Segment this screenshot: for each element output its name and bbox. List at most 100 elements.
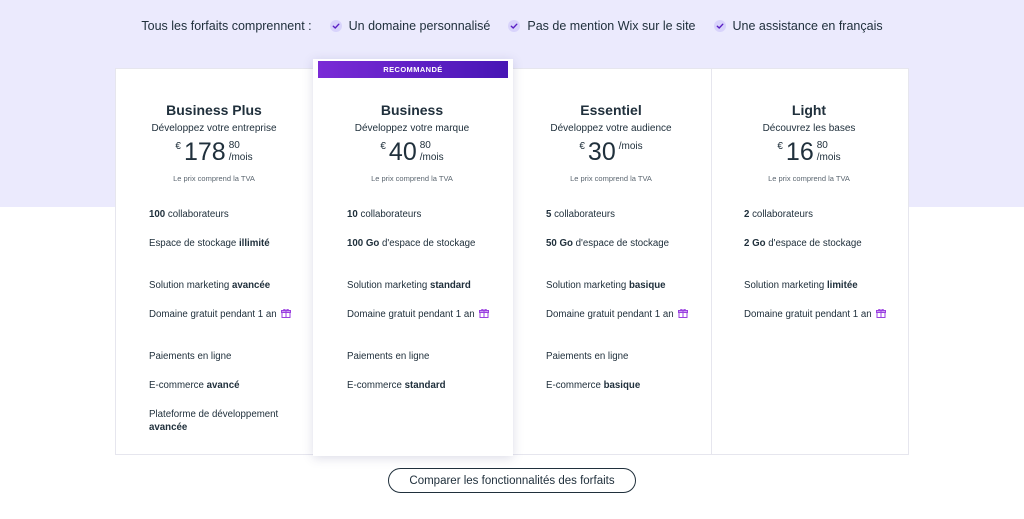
plan-feature-item: 2 Go d'espace de stockage xyxy=(744,237,894,250)
price-currency: € xyxy=(579,141,585,152)
gift-icon xyxy=(280,308,291,318)
price-amount: 16 xyxy=(785,138,814,166)
feature-highlight: avancée xyxy=(231,280,271,291)
price-period: /mois xyxy=(816,152,841,163)
price-amount: 40 xyxy=(388,138,417,166)
price-cents: 80 xyxy=(228,140,240,151)
feature-highlight: avancée xyxy=(149,422,188,433)
plan-feature-item: Domaine gratuit pendant 1 an xyxy=(149,308,299,321)
price-cents: 80 xyxy=(419,140,431,151)
included-feature-label: Un domaine personnalisé xyxy=(348,19,491,33)
plan-name: Business xyxy=(380,102,444,118)
plan-feature-item: Domaine gratuit pendant 1 an xyxy=(347,308,497,321)
feature-highlight: standard xyxy=(404,380,446,391)
plan-feature-item: Solution marketing basique xyxy=(546,279,696,292)
plan-price: €30/mois xyxy=(512,138,710,166)
plan-card-business: Business Développez votre marque €40 80/moi… xyxy=(313,68,511,448)
price-amount: 178 xyxy=(183,138,226,166)
feature-highlight: 10 xyxy=(347,209,358,220)
plan-feature-item: 2 collaborateurs xyxy=(744,208,894,221)
price-period: /mois xyxy=(419,152,444,163)
feature-text: Solution marketing xyxy=(546,280,629,291)
plan-name: Business Plus xyxy=(166,102,262,118)
plan-feature-item: E-commerce avancé xyxy=(149,379,299,392)
feature-highlight: illimité xyxy=(238,238,270,249)
included-feature-item: Un domaine personnalisé xyxy=(329,19,491,33)
gift-icon xyxy=(478,308,489,318)
plan-feature-item: Solution marketing avancée xyxy=(149,279,299,292)
feature-text: Solution marketing xyxy=(149,280,232,291)
gift-icon xyxy=(677,308,688,318)
feature-text-suffix: collaborateurs xyxy=(749,209,813,220)
feature-highlight: 2 Go xyxy=(744,238,766,249)
feature-highlight: 5 xyxy=(546,209,552,220)
plan-price: €16 80/mois xyxy=(710,138,908,166)
plan-feature-item: Domaine gratuit pendant 1 an xyxy=(546,308,696,321)
feature-highlight: basique xyxy=(603,380,641,391)
compare-plans-button[interactable]: Comparer les fonctionnalités des forfait… xyxy=(388,468,636,493)
plan-feature-item: 100 collaborateurs xyxy=(149,208,299,221)
feature-text: Paiements en ligne xyxy=(149,351,232,362)
plan-vat-note: Le prix comprend la TVA xyxy=(371,174,453,183)
plan-card-essentiel: Essentiel Développez votre audience €30/mo… xyxy=(512,68,710,448)
check-icon xyxy=(508,20,521,32)
feature-text: Domaine gratuit pendant 1 an xyxy=(744,309,872,320)
feature-highlight: avancé xyxy=(206,380,240,391)
check-icon xyxy=(713,20,726,32)
feature-highlight: 50 Go xyxy=(546,238,573,249)
included-feature-item: Une assistance en français xyxy=(713,19,883,33)
feature-text-suffix: d'espace de stockage xyxy=(379,238,476,249)
feature-text-suffix: d'espace de stockage xyxy=(572,238,670,249)
feature-text: E-commerce xyxy=(149,380,207,391)
plan-feature-item: 5 collaborateurs xyxy=(546,208,696,221)
check-icon xyxy=(329,20,342,32)
plan-price: €178 80/mois xyxy=(115,138,313,166)
price-amount: 30 xyxy=(587,138,616,166)
plan-price: €40 80/mois xyxy=(313,138,511,166)
plan-tagline: Développez votre audience xyxy=(550,123,672,134)
included-features-lead: Tous les forfaits comprennent : xyxy=(141,19,312,33)
gift-icon xyxy=(875,308,886,318)
plan-feature-item: Paiements en ligne xyxy=(546,350,696,363)
price-currency: € xyxy=(175,141,181,152)
plan-vat-note: Le prix comprend la TVA xyxy=(768,174,850,183)
feature-highlight: 100 xyxy=(149,209,166,220)
feature-highlight: limitée xyxy=(826,280,858,291)
price-cents: 80 xyxy=(816,140,828,151)
plan-feature-item: E-commerce standard xyxy=(347,379,497,392)
plan-feature-item: Solution marketing standard xyxy=(347,279,497,292)
plan-feature-item: Plateforme de développement avancée xyxy=(149,408,299,434)
included-feature-item: Pas de mention Wix sur le site xyxy=(508,19,696,33)
plan-feature-item: 50 Go d'espace de stockage xyxy=(546,237,696,250)
plan-feature-item: Paiements en ligne xyxy=(347,350,497,363)
plan-column-divider xyxy=(711,69,908,454)
feature-text: Solution marketing xyxy=(347,280,430,291)
feature-text-suffix: collaborateurs xyxy=(357,209,422,220)
plan-feature-item: Paiements en ligne xyxy=(149,350,299,363)
feature-text: Paiements en ligne xyxy=(347,351,430,362)
feature-text: Domaine gratuit pendant 1 an xyxy=(347,309,475,320)
plan-feature-item: Espace de stockage illimité xyxy=(149,237,299,250)
plan-vat-note: Le prix comprend la TVA xyxy=(570,174,652,183)
plan-feature-item: Domaine gratuit pendant 1 an xyxy=(744,308,894,321)
plan-feature-item: 100 Go d'espace de stockage xyxy=(347,237,497,250)
feature-text: E-commerce xyxy=(546,380,604,391)
feature-highlight: 2 xyxy=(744,209,750,220)
price-period: /mois xyxy=(228,152,253,163)
feature-text: Domaine gratuit pendant 1 an xyxy=(546,309,674,320)
plan-feature-item: 10 collaborateurs xyxy=(347,208,497,221)
feature-text-suffix: d'espace de stockage xyxy=(765,238,862,249)
feature-text: Plateforme de développement xyxy=(149,409,279,420)
plan-name: Essentiel xyxy=(580,102,642,118)
feature-highlight: 100 Go xyxy=(347,238,380,249)
plan-card-business-plus: Business Plus Développez votre entreprise… xyxy=(115,68,313,448)
included-feature-label: Pas de mention Wix sur le site xyxy=(527,19,696,33)
plan-tagline: Découvrez les bases xyxy=(762,123,856,134)
recommended-ribbon: RECOMMANDÉ xyxy=(318,61,508,78)
price-currency: € xyxy=(380,141,386,152)
price-currency: € xyxy=(777,141,783,152)
feature-text: Domaine gratuit pendant 1 an xyxy=(149,309,277,320)
feature-text: Paiements en ligne xyxy=(546,351,629,362)
included-features-bar: Tous les forfaits comprennent : Un domai… xyxy=(0,0,1024,52)
feature-highlight: standard xyxy=(429,280,471,291)
